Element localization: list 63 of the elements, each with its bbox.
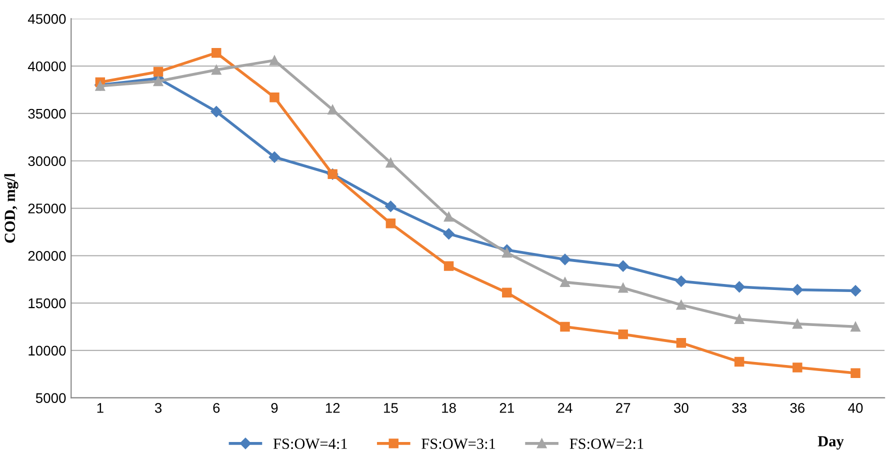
x-tick-label: 1	[97, 403, 104, 413]
point	[328, 104, 338, 115]
point	[444, 212, 454, 222]
y-tick-label: 25000	[28, 204, 66, 214]
point	[386, 158, 396, 168]
point	[268, 151, 280, 163]
point	[560, 277, 570, 288]
point	[676, 276, 687, 287]
point	[443, 228, 454, 240]
point	[792, 284, 804, 296]
point	[850, 285, 862, 296]
x-tick-label: 9	[271, 403, 278, 413]
point	[618, 283, 628, 293]
x-tick-label: 15	[384, 403, 398, 413]
point	[850, 322, 860, 332]
point	[270, 92, 280, 102]
point	[734, 314, 744, 324]
legend-label: FS:OW=2:1	[570, 438, 644, 450]
point	[444, 261, 454, 271]
x-tick-label: 36	[790, 403, 805, 413]
legend-label: FS:OW=3:1	[422, 438, 496, 450]
y-tick-label: 40000	[28, 61, 66, 72]
point	[153, 76, 164, 86]
y-tick-label: 35000	[28, 108, 66, 119]
point	[734, 281, 745, 293]
legend-label: FS:OW=4:1	[273, 438, 347, 450]
point	[617, 260, 629, 272]
x-tick-label: 40	[848, 403, 863, 413]
point	[153, 66, 164, 77]
point	[386, 218, 396, 228]
y-tick-label: 15000	[28, 298, 66, 308]
x-tick-label: 21	[500, 403, 514, 413]
point	[385, 200, 396, 212]
x-tick-label: 27	[616, 403, 630, 413]
y-tick-label: 45000	[28, 14, 66, 24]
point	[676, 300, 686, 310]
point	[210, 106, 222, 118]
point	[792, 319, 802, 329]
x-axis-title: Day	[818, 436, 844, 450]
x-tick-label: 18	[442, 403, 456, 413]
point	[212, 48, 222, 58]
x-tick-label: 6	[213, 403, 220, 413]
x-tick-label: 33	[732, 403, 746, 413]
x-tick-label: 24	[558, 403, 572, 413]
point	[850, 368, 860, 378]
point	[559, 254, 571, 266]
y-axis-title: COD, mg/l	[4, 173, 18, 243]
point	[792, 362, 802, 372]
point	[502, 248, 512, 258]
y-tick-label: 10000	[28, 346, 66, 356]
point	[560, 322, 570, 332]
x-tick-label: 3	[154, 403, 162, 413]
y-tick-label: 5000	[36, 393, 66, 403]
point	[618, 329, 628, 340]
point	[676, 338, 686, 348]
x-tick-label: 30	[674, 403, 688, 413]
point	[212, 65, 222, 75]
y-tick-label: 30000	[28, 156, 66, 166]
y-tick-label: 20000	[28, 250, 66, 261]
point	[270, 56, 280, 66]
x-tick-label: 12	[326, 403, 340, 413]
point	[502, 288, 512, 298]
point	[734, 356, 744, 367]
